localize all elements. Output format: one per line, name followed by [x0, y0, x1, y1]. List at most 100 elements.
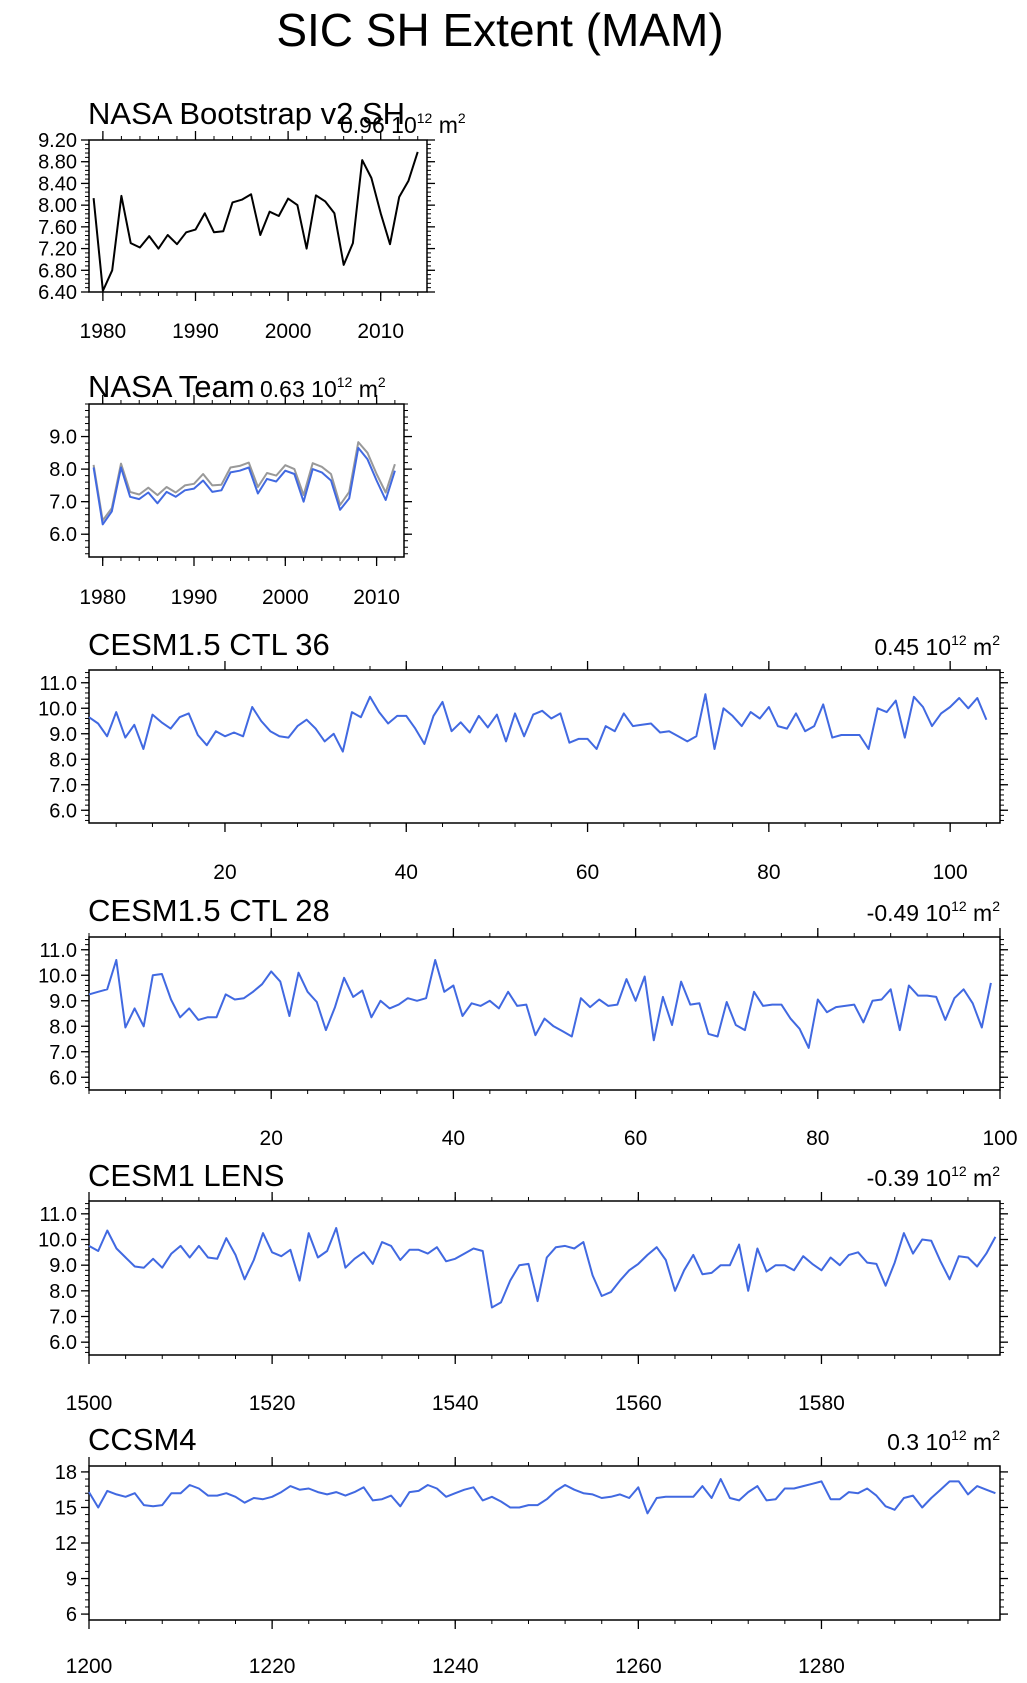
x-tick-label: 1580 [798, 1392, 845, 1415]
y-tick-label: 7.0 [49, 1042, 77, 1064]
y-tick-label: 9.0 [49, 991, 77, 1013]
trend-unit: m [352, 376, 378, 402]
y-tick-label: 10.0 [38, 698, 77, 720]
trend-value: -0.39 10 [867, 1165, 951, 1191]
trend-unit-exponent: 2 [378, 374, 386, 390]
series-line [92, 446, 396, 526]
trend-value: -0.49 10 [867, 900, 951, 926]
plot-frame [88, 936, 1001, 1091]
y-tick-label: 15 [55, 1497, 77, 1519]
trend-annotation: -0.39 1012 m2 [867, 1163, 1001, 1191]
x-tick-label: 80 [806, 1127, 829, 1150]
y-tick-label: 7.60 [38, 217, 77, 239]
y-tick-label: 7.0 [49, 1307, 77, 1329]
x-tick-label: 1280 [798, 1655, 845, 1678]
series-line [88, 1227, 997, 1309]
y-tick-label: 9.0 [49, 427, 77, 449]
y-tick-label: 9 [66, 1569, 77, 1591]
x-tick-label: 1560 [615, 1392, 662, 1415]
x-tick-label: 60 [624, 1127, 647, 1150]
trend-exponent: 12 [951, 632, 967, 648]
trend-unit: m [432, 112, 458, 138]
x-tick-label: 20 [260, 1127, 283, 1150]
y-tick-label: 8.00 [38, 195, 77, 217]
y-tick-label: 8.0 [49, 1281, 77, 1303]
x-tick-label: 2010 [357, 320, 404, 343]
y-tick-label: 9.20 [38, 130, 77, 152]
series-line [92, 441, 396, 522]
y-tick-label: 11.0 [40, 673, 77, 695]
y-tick-label: 6.0 [49, 524, 77, 546]
trend-annotation: 0.45 1012 m2 [874, 632, 1000, 660]
plot-frame [88, 1465, 1001, 1621]
y-tick-label: 6.0 [49, 1332, 77, 1354]
chart-panel: CESM1.5 CTL 28 -0.49 1012 m2 6.0 7.0 8.0 9.0 1… [38, 893, 1017, 1150]
y-tick-label: 11.0 [40, 940, 77, 962]
trend-unit-exponent: 2 [992, 1427, 1000, 1443]
x-tick-label: 1200 [66, 1655, 113, 1678]
trend-unit-exponent: 2 [992, 632, 1000, 648]
y-tick-label: 6.80 [38, 260, 77, 282]
trend-exponent: 12 [951, 1427, 967, 1443]
trend-value: 0.45 10 [874, 634, 951, 660]
chart-title: CESM1 LENS [88, 1158, 284, 1193]
x-tick-label: 1500 [66, 1392, 113, 1415]
y-tick-label: 6.0 [49, 1067, 77, 1089]
plot-frame [88, 403, 405, 558]
trend-unit-exponent: 2 [458, 110, 466, 126]
trend-exponent: 12 [417, 110, 433, 126]
x-tick-label: 1240 [432, 1655, 479, 1678]
series-line [88, 693, 988, 753]
series-line [88, 959, 992, 1049]
trend-exponent: 12 [951, 1163, 967, 1179]
y-tick-label: 7.0 [49, 492, 77, 514]
chart-panel: NASA Team 0.63 1012 m2 6.0 7.0 8.0 9.0 1980 199… [49, 369, 412, 609]
x-tick-label: 40 [442, 1127, 465, 1150]
y-tick-label: 9.0 [49, 724, 77, 746]
trend-unit: m [967, 634, 993, 660]
x-tick-label: 1980 [80, 320, 127, 343]
x-tick-label: 1220 [249, 1655, 296, 1678]
x-tick-label: 60 [576, 861, 599, 884]
x-tick-label: 100 [982, 1127, 1017, 1150]
plot-frame [88, 669, 1001, 824]
trend-exponent: 12 [951, 898, 967, 914]
x-tick-label: 1260 [615, 1655, 662, 1678]
trend-exponent: 12 [337, 374, 353, 390]
x-tick-label: 2000 [262, 586, 309, 609]
chart-title: NASA Team [88, 369, 255, 404]
trend-unit: m [967, 900, 993, 926]
y-tick-label: 8.0 [49, 1016, 77, 1038]
trend-value: 0.3 10 [887, 1429, 951, 1455]
chart-panel: NASA Bootstrap v2 SH0.96 1012 m2 6.406.80… [38, 96, 466, 343]
y-tick-label: 6.0 [49, 800, 77, 822]
trend-annotation: -0.49 1012 m2 [867, 898, 1001, 926]
x-tick-label: 80 [757, 861, 780, 884]
y-tick-label: 8.0 [49, 749, 77, 771]
y-tick-label: 8.80 [38, 152, 77, 174]
chart-title: NASA Bootstrap v2 SH [88, 96, 405, 131]
x-tick-label: 1540 [432, 1392, 479, 1415]
y-tick-label: 10.0 [38, 965, 77, 987]
y-tick-label: 11.0 [40, 1204, 77, 1226]
x-tick-label: 1990 [172, 320, 219, 343]
x-tick-label: 1520 [249, 1392, 296, 1415]
figure-title: SIC SH Extent (MAM) [276, 4, 724, 56]
trend-unit: m [967, 1429, 993, 1455]
plot-frame [88, 1200, 1001, 1356]
chart-title: CCSM4 [88, 1422, 197, 1457]
y-tick-label: 18 [55, 1462, 77, 1484]
x-tick-label: 2010 [353, 586, 400, 609]
y-tick-label: 6.40 [38, 282, 77, 304]
trend-annotation: 0.96 1012 m2 [340, 110, 466, 138]
trend-unit-exponent: 2 [992, 1163, 1000, 1179]
y-tick-label: 9.0 [49, 1255, 77, 1277]
trend-annotation: 0.3 1012 m2 [887, 1427, 1000, 1455]
plot-frame [88, 139, 428, 293]
y-tick-label: 12 [55, 1533, 77, 1555]
series-line [88, 1478, 996, 1515]
x-tick-label: 2000 [265, 320, 312, 343]
x-tick-label: 40 [395, 861, 418, 884]
